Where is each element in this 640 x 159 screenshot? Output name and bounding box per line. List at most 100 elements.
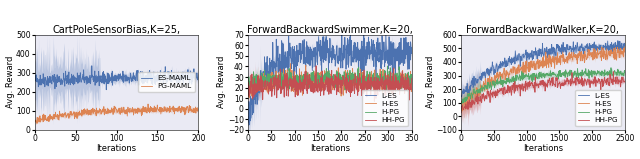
HH-PG (392, 82, 400, 84)
H-ES (592, 54, 600, 55)
Line: H-ES: H-ES (461, 47, 625, 111)
H-ES (296, 75, 304, 77)
H-ES (458, 110, 466, 112)
H-ES (408, 86, 415, 87)
L-ES (536, 52, 544, 54)
L-ES (458, 95, 465, 97)
L-ES (244, 124, 252, 126)
Title: ForwardBackwardWalker,K=20,: ForwardBackwardWalker,K=20, (467, 25, 620, 35)
H-PG (535, 75, 543, 77)
L-ES (458, 96, 465, 98)
H-ES (621, 46, 628, 48)
Line: HH-PG: HH-PG (461, 72, 625, 113)
H-ES (458, 102, 465, 104)
Line: H-PG: H-PG (248, 66, 412, 91)
Line: H-ES: H-ES (248, 64, 412, 98)
L-ES (360, 19, 367, 21)
H-ES (287, 63, 294, 65)
L-ES (290, 54, 298, 56)
ES-MAML (60, 72, 67, 74)
H-PG (392, 83, 400, 85)
HH-PG (408, 78, 415, 80)
Y-axis label: Avg. Reward: Avg. Reward (426, 56, 435, 108)
H-PG (555, 70, 563, 72)
HH-PG (546, 77, 554, 79)
PG-MAML (127, 110, 135, 112)
H-ES (555, 58, 563, 59)
HH-PG (371, 100, 378, 102)
HH-PG (591, 76, 599, 78)
H-PG (591, 72, 599, 74)
HH-PG (555, 83, 563, 85)
H-ES (284, 78, 292, 80)
L-ES (536, 48, 543, 50)
Title: CartPoleSensorBias,K=25,: CartPoleSensorBias,K=25, (52, 25, 180, 35)
H-PG (546, 75, 554, 76)
HH-PG (609, 71, 617, 73)
PG-MAML (33, 122, 41, 124)
HH-PG (621, 81, 628, 83)
L-ES (555, 50, 563, 52)
L-ES (284, 70, 292, 72)
H-PG (348, 90, 355, 92)
Line: HH-PG: HH-PG (248, 66, 412, 101)
ES-MAML (141, 77, 148, 79)
HH-PG (244, 93, 252, 95)
Line: PG-MAML: PG-MAML (35, 104, 198, 123)
ES-MAML (88, 65, 95, 67)
X-axis label: Iterations: Iterations (310, 144, 350, 153)
H-PG (284, 83, 292, 85)
H-PG (618, 74, 625, 76)
ES-MAML (195, 74, 202, 76)
PG-MAML (105, 111, 113, 112)
H-ES (536, 62, 544, 64)
H-PG (408, 74, 415, 76)
ES-MAML (128, 80, 136, 82)
L-ES (621, 43, 628, 45)
PG-MAML (60, 114, 68, 116)
L-ES (408, 47, 415, 49)
L-ES (614, 40, 621, 42)
Legend: ES-MAML, PG-MAML: ES-MAML, PG-MAML (138, 72, 195, 92)
H-PG (372, 77, 380, 79)
H-PG (244, 88, 252, 90)
Legend: L-ES, H-ES, H-PG, HH-PG: L-ES, H-ES, H-PG, HH-PG (362, 90, 408, 126)
L-ES (296, 48, 303, 50)
H-ES (246, 97, 253, 99)
ES-MAML (106, 78, 113, 80)
H-ES (392, 78, 400, 80)
H-PG (621, 72, 628, 74)
ES-MAML (31, 78, 38, 80)
HH-PG (372, 80, 380, 82)
HH-PG (535, 83, 543, 85)
HH-PG (312, 65, 320, 67)
HH-PG (536, 84, 544, 86)
Y-axis label: Avg. Reward: Avg. Reward (218, 56, 227, 108)
ES-MAML (102, 89, 110, 91)
Line: L-ES: L-ES (461, 41, 625, 97)
H-PG (536, 71, 544, 73)
Y-axis label: Avg. Reward: Avg. Reward (6, 56, 15, 108)
H-PG (296, 83, 303, 85)
PG-MAML (155, 110, 163, 112)
ES-MAML (155, 75, 163, 77)
H-ES (618, 53, 625, 55)
L-ES (618, 48, 625, 49)
Legend: L-ES, H-ES, H-PG, HH-PG: L-ES, H-ES, H-PG, HH-PG (575, 90, 621, 126)
H-ES (244, 95, 252, 97)
PG-MAML (144, 103, 152, 105)
HH-PG (458, 112, 465, 114)
H-PG (383, 65, 391, 67)
L-ES (351, 50, 359, 52)
H-ES (372, 80, 380, 81)
HH-PG (284, 83, 292, 85)
H-ES (352, 81, 360, 83)
HH-PG (352, 75, 360, 77)
L-ES (392, 57, 399, 59)
H-ES (536, 65, 543, 67)
L-ES (546, 48, 554, 49)
Line: ES-MAML: ES-MAML (35, 66, 198, 90)
H-PG (607, 67, 615, 69)
H-ES (546, 55, 554, 57)
H-PG (352, 78, 360, 80)
